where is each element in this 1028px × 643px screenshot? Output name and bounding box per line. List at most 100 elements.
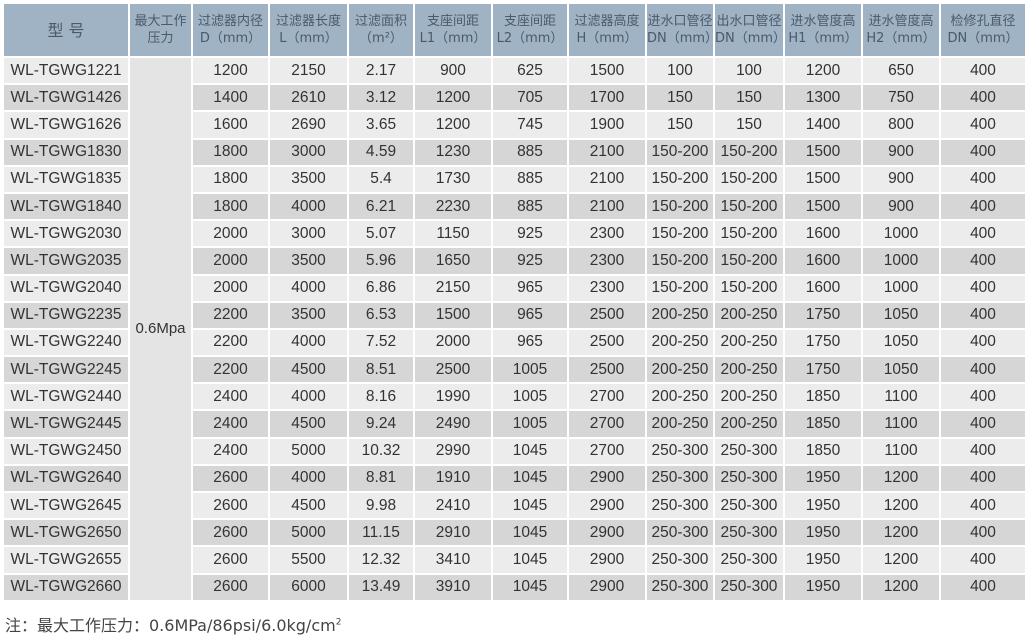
value-cell: 4.59 (349, 139, 413, 165)
value-cell: 4000 (270, 465, 347, 491)
value-cell: 2100 (569, 139, 645, 165)
value-cell: 2600 (193, 465, 268, 491)
header-line1: 进水管度高 (868, 14, 934, 29)
value-cell: 1100 (863, 411, 939, 437)
header-line2: 压力 (147, 31, 174, 46)
table-row: WL-TGWG2030 2000 3000 5.07 1150 925 2300 150-20… (4, 221, 1025, 247)
value-cell: 3410 (415, 547, 491, 573)
value-cell: 1005 (493, 357, 567, 383)
value-cell: 200-250 (647, 411, 713, 437)
value-cell: 4000 (270, 275, 347, 301)
value-cell: 400 (941, 384, 1025, 410)
value-cell: 6.21 (349, 193, 413, 220)
model-cell: WL-TGWG2640 (4, 465, 128, 491)
value-cell: 1050 (863, 302, 939, 328)
header-line1: 过滤器内径 (197, 14, 263, 29)
value-cell: 3500 (270, 302, 347, 328)
value-cell: 150-200 (647, 221, 713, 247)
value-cell: 400 (941, 58, 1025, 84)
table-row: WL-TGWG2650 2600 5000 11.15 2910 1045 2900 250-… (4, 520, 1025, 546)
value-cell: 5000 (270, 438, 347, 464)
header-line2: L2（mm） (496, 31, 564, 46)
model-cell: WL-TGWG1221 (4, 58, 128, 84)
header-line2: L1（mm） (419, 31, 487, 46)
value-cell: 2300 (569, 275, 645, 301)
header-line1: 检修孔直径 (950, 14, 1016, 29)
table-row: WL-TGWG2440 2400 4000 8.16 1990 1005 2700 200-2… (4, 384, 1025, 410)
value-cell: 2500 (569, 329, 645, 356)
value-cell: 200-250 (647, 302, 713, 328)
header-line1: 过滤面积 (354, 14, 407, 29)
value-cell: 2690 (270, 112, 347, 138)
table-row: WL-TGWG1426 1400 2610 3.12 1200 705 1700 150 150… (4, 85, 1025, 111)
value-cell: 9.98 (349, 493, 413, 519)
value-cell: 4500 (270, 493, 347, 519)
spec-table: 型 号最大工作 压力 过滤器内径 D（mm） 过滤器长度 L（mm） 过滤面积 （m²） 支座间… (2, 2, 1027, 602)
value-cell: 3000 (270, 221, 347, 247)
value-cell: 5000 (270, 520, 347, 546)
value-cell: 1850 (785, 411, 861, 437)
header-line2: DN（mm） (947, 31, 1019, 46)
value-cell: 400 (941, 248, 1025, 274)
value-cell: 200-250 (715, 329, 783, 356)
value-cell: 750 (863, 85, 939, 111)
value-cell: 1150 (415, 221, 491, 247)
value-cell: 150-200 (647, 193, 713, 220)
value-cell: 2300 (569, 221, 645, 247)
value-cell: 400 (941, 357, 1025, 383)
header-line2: DN（mm） (647, 31, 719, 46)
value-cell: 1500 (785, 166, 861, 192)
model-cell: WL-TGWG2235 (4, 302, 128, 328)
table-row: WL-TGWG1835 1800 3500 5.4 1730 885 2100 150-200… (4, 166, 1025, 192)
model-cell: WL-TGWG2245 (4, 357, 128, 383)
header-line2: H1（mm） (788, 31, 858, 46)
value-cell: 400 (941, 411, 1025, 437)
value-cell: 2000 (415, 329, 491, 356)
value-cell: 1200 (863, 520, 939, 546)
value-cell: 925 (493, 221, 567, 247)
value-cell: 1200 (415, 85, 491, 111)
value-cell: 900 (863, 139, 939, 165)
value-cell: 150-200 (715, 275, 783, 301)
model-cell: WL-TGWG2655 (4, 547, 128, 573)
model-cell: WL-TGWG2240 (4, 329, 128, 356)
column-header: 过滤器内径 D（mm） (193, 4, 268, 56)
model-cell: WL-TGWG2450 (4, 438, 128, 464)
value-cell: 2400 (193, 384, 268, 410)
value-cell: 625 (493, 58, 567, 84)
model-cell: WL-TGWG1626 (4, 112, 128, 138)
table-row: WL-TGWG2655 2600 5500 12.32 3410 1045 2900 250-… (4, 547, 1025, 573)
value-cell: 4500 (270, 411, 347, 437)
footnote-text: 注：最大工作压力：0.6MPa/86psi/6.0kg/cm (5, 616, 336, 635)
value-cell: 1045 (493, 520, 567, 546)
value-cell: 250-300 (715, 465, 783, 491)
value-cell: 150-200 (715, 139, 783, 165)
value-cell: 1200 (863, 465, 939, 491)
value-cell: 1800 (193, 139, 268, 165)
value-cell: 1750 (785, 302, 861, 328)
column-header: 支座间距 L1（mm） (415, 4, 491, 56)
value-cell: 2900 (569, 465, 645, 491)
value-cell: 1600 (785, 248, 861, 274)
table-row: WL-TGWG2035 2000 3500 5.96 1650 925 2300 150-20… (4, 248, 1025, 274)
footnote: 注：最大工作压力：0.6MPa/86psi/6.0kg/cm2 (5, 612, 341, 636)
value-cell: 885 (493, 139, 567, 165)
value-cell: 1200 (863, 574, 939, 600)
value-cell: 2500 (415, 357, 491, 383)
value-cell: 200-250 (647, 384, 713, 410)
value-cell: 1750 (785, 329, 861, 356)
value-cell: 400 (941, 85, 1025, 111)
column-header: 过滤器长度 L（mm） (270, 4, 347, 56)
value-cell: 705 (493, 85, 567, 111)
table-row: WL-TGWG2450 2400 5000 10.32 2990 1045 2700 250-… (4, 438, 1025, 464)
value-cell: 1005 (493, 411, 567, 437)
header-line1: 最大工作 (134, 14, 187, 29)
value-cell: 2200 (193, 357, 268, 383)
value-cell: 250-300 (647, 547, 713, 573)
table-row: WL-TGWG2645 2600 4500 9.98 2410 1045 2900 250-3… (4, 493, 1025, 519)
value-cell: 2900 (569, 520, 645, 546)
model-cell: WL-TGWG2030 (4, 221, 128, 247)
table-row: WL-TGWG1221 0.6Mpa 1200 2150 2.17 900 625 1500 1… (4, 58, 1025, 600)
table-row: WL-TGWG2660 2600 6000 13.49 3910 1045 2900 250-… (4, 574, 1025, 600)
value-cell: 4500 (270, 357, 347, 383)
